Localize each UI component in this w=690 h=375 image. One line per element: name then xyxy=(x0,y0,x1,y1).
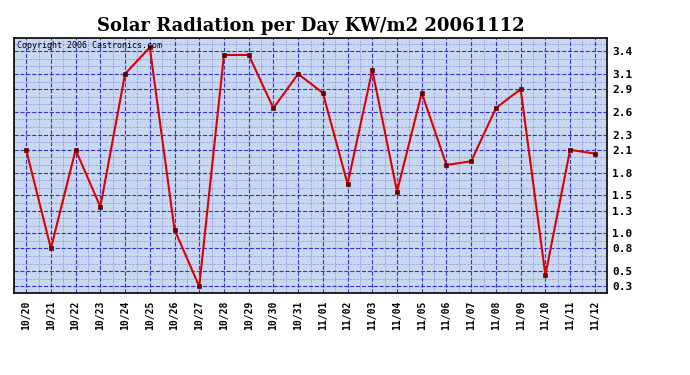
Text: Copyright 2006 Castronics.com: Copyright 2006 Castronics.com xyxy=(17,41,161,50)
Title: Solar Radiation per Day KW/m2 20061112: Solar Radiation per Day KW/m2 20061112 xyxy=(97,16,524,34)
